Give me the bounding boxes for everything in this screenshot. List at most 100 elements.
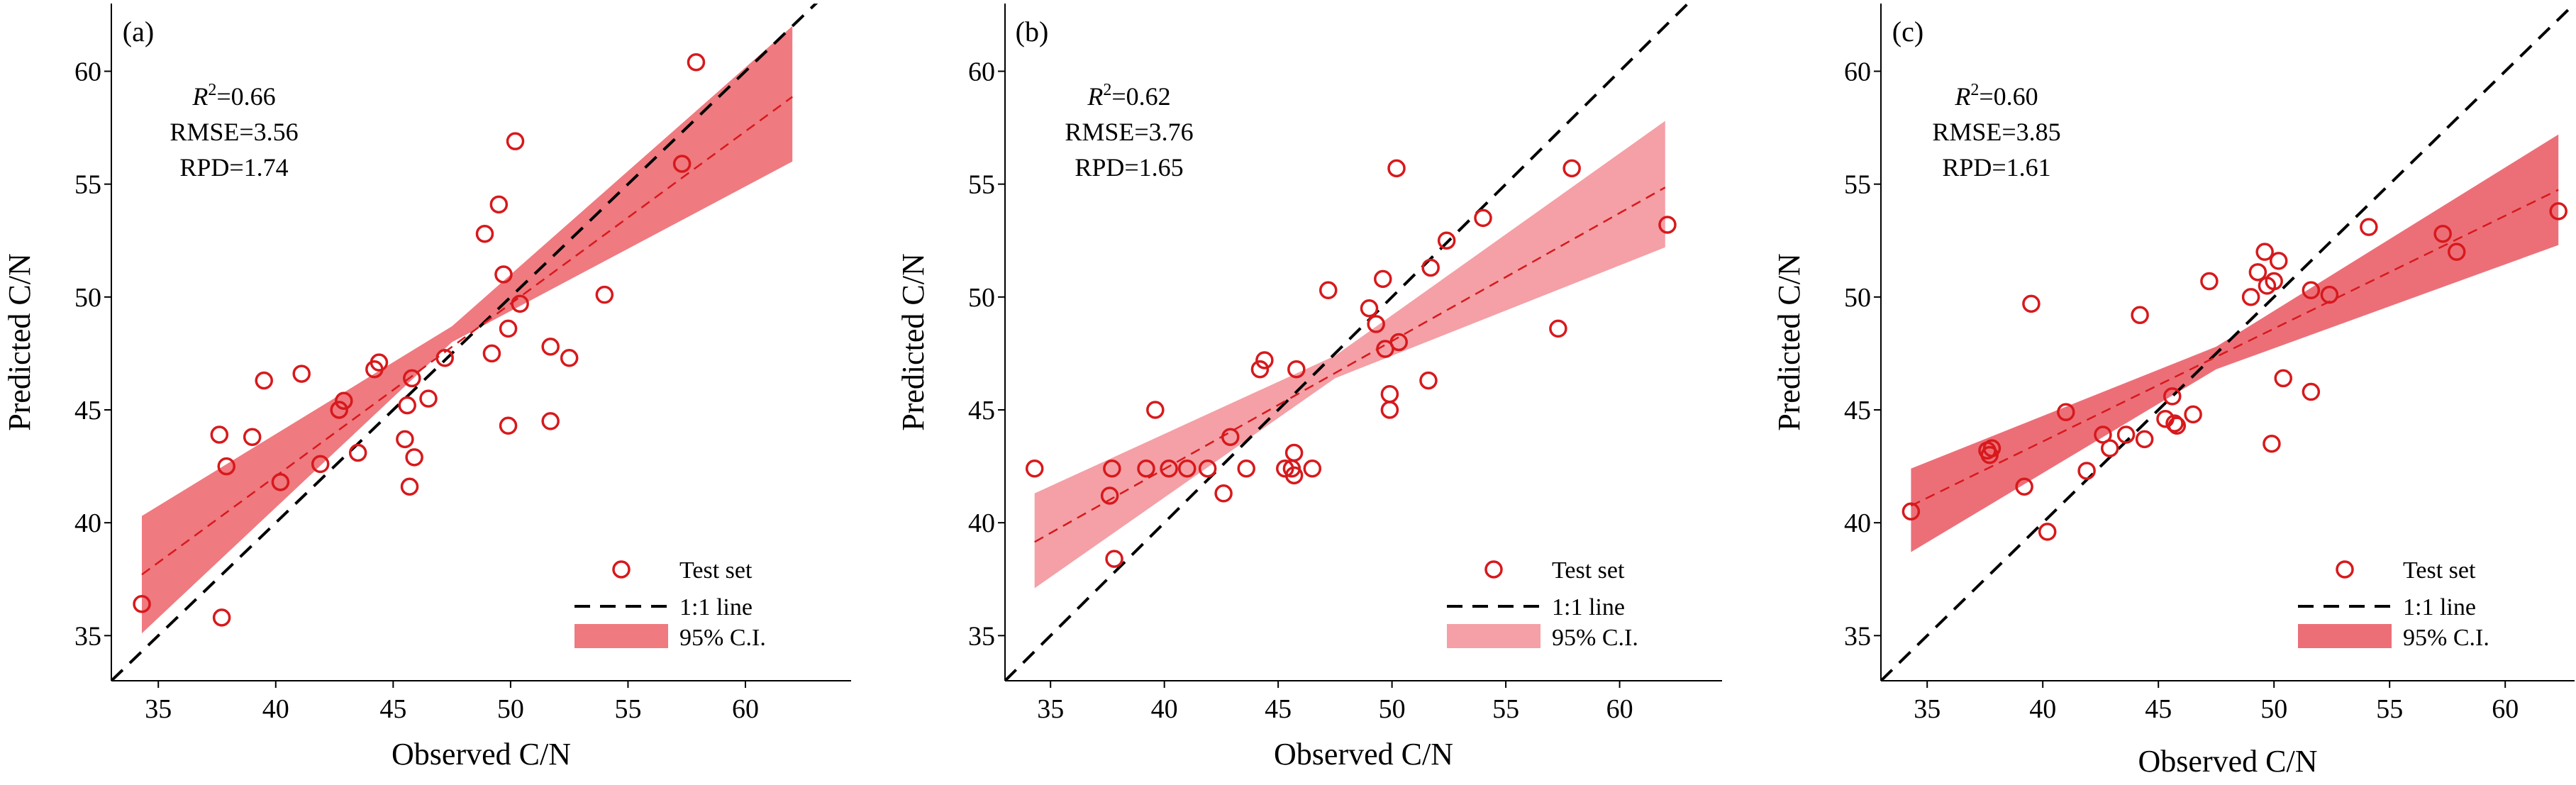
x-tick-label: 50	[497, 694, 524, 724]
legend-test-set: Test set	[1552, 557, 1625, 584]
y-axis-label: Predicted C/N	[2, 253, 37, 431]
data-point-11	[348, 443, 367, 462]
legend-one-to-one: 1:1 line	[1552, 594, 1625, 620]
legend-one-to-one: 1:1 line	[2403, 594, 2476, 620]
data-point-4	[1137, 460, 1155, 478]
data-point-14	[396, 430, 414, 449]
data-point-24	[2263, 435, 2281, 453]
y-tick-label: 35	[1844, 621, 1871, 651]
rpd-text: RPD=1.74	[179, 153, 288, 182]
stats-block: R2=0.66 RMSE=3.56 RPD=1.74	[170, 81, 298, 182]
data-point-0	[1902, 502, 1921, 520]
r2-symbol: R	[1087, 82, 1103, 111]
data-point-10	[2100, 439, 2119, 457]
data-point-10	[335, 391, 353, 411]
data-point-22	[482, 344, 501, 363]
data-point-28	[511, 294, 529, 313]
x-tick-label: 60	[1606, 694, 1633, 724]
y-tick-label: 60	[74, 57, 101, 87]
data-point-1	[210, 425, 229, 444]
r2-value: =0.66	[216, 82, 275, 111]
legend: Test set 1:1 line 95% C.I.	[1447, 557, 1638, 651]
stats-block: R2=0.62 RMSE=3.76 RPD=1.65	[1065, 81, 1193, 182]
legend-ci: 95% C.I.	[1552, 625, 1638, 651]
r2-superscript: 2	[208, 81, 216, 99]
rmse-text: RMSE=3.85	[1932, 118, 2060, 146]
data-point-21	[1360, 299, 1379, 318]
data-point-7	[1178, 460, 1197, 478]
data-point-28	[1389, 333, 1408, 352]
scatter-panel-a: 35 40 45 50 55 60 35 40 45 50 55 60 Observed C/N Pred…	[2, 4, 851, 772]
data-point-30	[1421, 258, 1440, 277]
data-point-26	[1380, 401, 1399, 419]
data-point-25	[1380, 384, 1399, 403]
data-point-1	[1100, 486, 1119, 505]
data-point-35	[1658, 216, 1677, 234]
data-point-9	[1214, 484, 1233, 503]
data-point-34	[687, 53, 706, 72]
data-point-15	[398, 396, 416, 415]
data-point-19	[2200, 272, 2219, 291]
x-tick-label: 40	[262, 694, 289, 724]
x-tick-label: 45	[2145, 694, 2172, 724]
x-tick-label: 35	[1037, 694, 1064, 724]
y-tick-label: 50	[1844, 283, 1871, 313]
y-tick-label: 35	[74, 621, 101, 651]
y-tick-label: 55	[968, 170, 995, 200]
data-point-32	[595, 285, 614, 304]
data-point-20	[2241, 288, 2260, 306]
r2-text: R2=0.60	[1954, 81, 2038, 111]
x-tick-label: 45	[1265, 694, 1292, 724]
x-tick-label: 55	[614, 694, 641, 724]
data-point-4	[243, 428, 262, 446]
data-point-34	[1562, 159, 1581, 178]
x-axis-label: Observed C/N	[392, 737, 571, 772]
panel-label: (c)	[1892, 16, 1923, 48]
fit-line	[1910, 189, 2559, 507]
x-tick-label: 50	[1379, 694, 1406, 724]
data-point-31	[1437, 231, 1456, 250]
data-point-30	[541, 412, 560, 430]
data-point-22	[1367, 315, 1385, 333]
plot-area	[111, 4, 818, 681]
y-tick-label: 60	[968, 57, 995, 87]
data-point-11	[2116, 425, 2136, 444]
data-point-25	[2265, 272, 2283, 291]
x-tick-label: 40	[1151, 694, 1178, 724]
stats-block: R2=0.60 RMSE=3.85 RPD=1.61	[1932, 81, 2060, 182]
x-axis-label: Observed C/N	[2138, 744, 2318, 779]
x-tick-label: 55	[1492, 694, 1519, 724]
rpd-text: RPD=1.65	[1075, 153, 1183, 182]
legend-test-set: Test set	[679, 557, 753, 584]
plot-area	[1005, 4, 1690, 681]
x-tick-label: 35	[145, 694, 172, 724]
data-point-23	[1374, 269, 1392, 289]
data-point-25	[499, 416, 518, 435]
data-point-26	[2269, 252, 2288, 270]
data-point-17	[2167, 416, 2187, 435]
y-tick-label: 55	[1844, 170, 1871, 200]
data-point-17	[403, 369, 421, 388]
rmse-text: RMSE=3.76	[1065, 118, 1193, 146]
data-point-16	[2165, 414, 2184, 433]
data-point-18	[1287, 360, 1306, 379]
x-tick-label: 50	[2260, 694, 2287, 724]
data-point-7	[292, 364, 311, 383]
data-point-29	[541, 338, 560, 356]
data-point-30	[2320, 285, 2339, 304]
y-axis-label: Predicted C/N	[896, 253, 931, 431]
y-tick-label: 50	[74, 283, 101, 313]
data-point-8	[311, 455, 330, 474]
data-point-13	[2135, 430, 2154, 449]
data-point-33	[672, 155, 692, 173]
data-point-21	[475, 224, 494, 243]
data-point-5	[2022, 294, 2041, 313]
data-point-2	[1103, 460, 1121, 478]
legend-point-marker	[1484, 560, 1503, 579]
legend-ci: 95% C.I.	[679, 625, 766, 651]
plot-area	[1881, 4, 2575, 681]
data-point-31	[2360, 218, 2378, 236]
legend: Test set 1:1 line 95% C.I.	[2298, 557, 2489, 651]
y-tick-label: 45	[1844, 396, 1871, 425]
data-point-3	[217, 457, 235, 476]
